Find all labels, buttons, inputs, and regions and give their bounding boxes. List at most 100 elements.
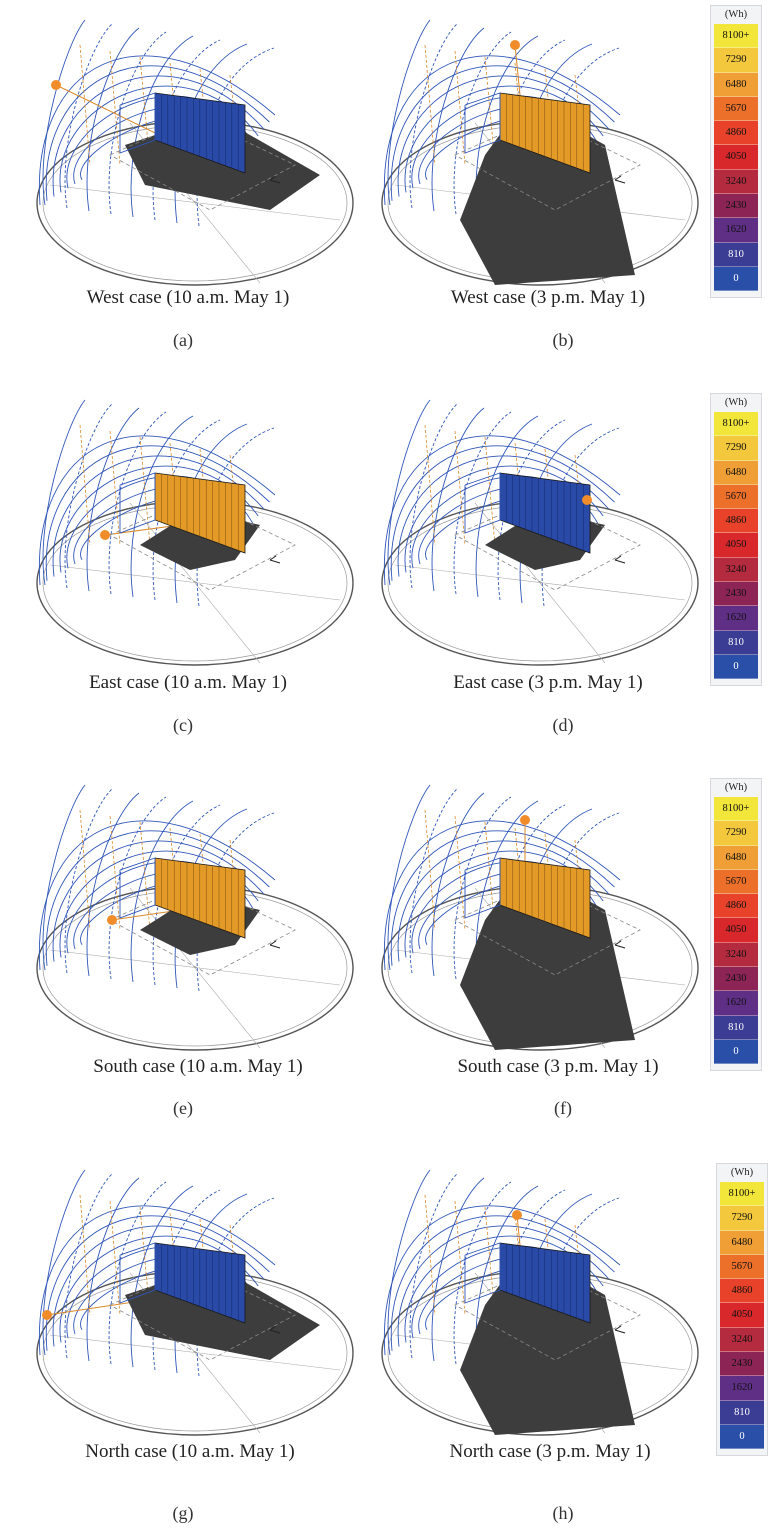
legend-step: 6480 <box>714 72 758 97</box>
sun-icon <box>520 815 530 825</box>
ray-line <box>484 436 496 546</box>
hour-line <box>453 796 512 980</box>
sunpath-diagram <box>36 19 354 286</box>
caption-d: East case (3 p.m. May 1) <box>453 672 643 693</box>
ray-line <box>79 424 91 546</box>
building-outline <box>119 92 156 154</box>
sun-ray-main <box>111 909 181 921</box>
sublabel-b: (b) <box>552 330 574 350</box>
sun-path-arc <box>52 840 265 962</box>
hour-line <box>86 792 140 977</box>
building-outline <box>464 1242 501 1304</box>
legend-step: 3240 <box>714 169 758 195</box>
ground-grid <box>454 116 641 211</box>
sunpath-panel-f <box>365 770 705 1060</box>
caption-b: West case (3 p.m. May 1) <box>450 287 646 308</box>
legend-step: 810 <box>714 1015 758 1040</box>
sublabel-h: (h) <box>552 1503 574 1523</box>
sunpath-panel-h <box>365 1155 705 1445</box>
ray-line <box>454 50 466 166</box>
pv-cells <box>506 858 584 936</box>
hour-line <box>108 796 167 980</box>
ray-line <box>109 50 121 166</box>
sunpath-panel-d <box>365 385 705 675</box>
caption-a: West case (10 a.m. May 1) <box>86 287 290 308</box>
ground-grid <box>109 496 296 591</box>
hour-line <box>108 31 167 215</box>
legend-step: 3240 <box>714 942 758 968</box>
ray-line <box>424 809 436 931</box>
ground-grid <box>109 1266 296 1361</box>
sunpath-diagram <box>381 19 699 286</box>
legend-step: 4050 <box>720 1303 764 1328</box>
sublabel-f: (f) <box>554 1098 572 1118</box>
legend-step: 2430 <box>714 967 758 992</box>
legend-step: 0 <box>714 1039 758 1065</box>
hour-line <box>453 1181 512 1365</box>
legend-step: 4050 <box>714 918 758 943</box>
pv-cells <box>161 1243 239 1321</box>
sun-path-arc <box>390 830 615 966</box>
legend-unit: (Wh) <box>724 782 748 793</box>
sun-ray-main <box>104 524 181 536</box>
legend-step: 4860 <box>714 894 758 919</box>
sublabel-d: (d) <box>552 715 574 735</box>
sun-path-arc <box>38 435 276 586</box>
sunpath-panel-e <box>20 770 360 1060</box>
energy-legend-1: (Wh) 8100+ 7290 6480 5670 4860 4050 3240 2430 162… <box>710 5 762 299</box>
building-outline <box>464 857 501 919</box>
sun-path-arc <box>38 820 276 971</box>
axis-line <box>129 502 261 664</box>
legend-step: 4050 <box>714 533 758 558</box>
legend-step: 5670 <box>720 1254 764 1280</box>
building-outline <box>464 472 501 534</box>
legend-step: 0 <box>714 654 758 680</box>
sunpath-diagram <box>36 399 354 666</box>
building-outline <box>464 92 501 154</box>
legend-step: 3240 <box>720 1327 764 1353</box>
pv-cells <box>506 1243 584 1321</box>
hour-line <box>86 27 140 212</box>
legend-step: 1620 <box>714 218 758 243</box>
legend-step: 4860 <box>714 121 758 146</box>
hour-line <box>196 812 275 992</box>
hour-line <box>387 399 431 586</box>
legend-step: 3240 <box>714 557 758 583</box>
legend-step: 8100+ <box>714 797 758 822</box>
legend-step: 810 <box>714 630 758 655</box>
sun-path-arc <box>38 1205 276 1356</box>
north-arrow-icon <box>269 175 281 184</box>
sun-path-arc <box>397 75 610 197</box>
sunpath-panel-g <box>20 1155 360 1445</box>
hour-line <box>541 47 620 227</box>
hour-line <box>409 788 458 974</box>
legend-step: 6480 <box>714 845 758 870</box>
hour-line <box>42 19 86 206</box>
legend-step: 7290 <box>720 1206 764 1231</box>
sun-icon <box>512 1210 522 1220</box>
ray-line <box>109 815 121 931</box>
sun-path-arc <box>383 820 621 971</box>
sunpath-panel-c <box>20 385 360 675</box>
legend-step: 4050 <box>714 145 758 170</box>
hour-line <box>64 1173 113 1359</box>
sun-path-arc <box>390 1215 615 1351</box>
building-outline <box>119 857 156 919</box>
hour-line <box>453 31 512 215</box>
sublabel-g: (g) <box>172 1503 194 1523</box>
sunpath-diagram <box>36 784 354 1051</box>
legend-step: 2430 <box>720 1352 764 1377</box>
sun-path-arc <box>397 840 610 962</box>
axis-line <box>49 1334 341 1371</box>
sun-path-arc <box>383 55 621 206</box>
legend-step: 7290 <box>714 48 758 73</box>
axis-line <box>474 502 606 664</box>
sun-path-arc <box>383 435 621 586</box>
sun-path-arc <box>52 75 265 197</box>
caption-c: East case (10 a.m. May 1) <box>89 672 287 693</box>
legend-step: 0 <box>720 1424 764 1450</box>
ray-line <box>424 1194 436 1316</box>
north-arrow-icon <box>614 555 626 564</box>
legend-step: 7290 <box>714 436 758 461</box>
hour-line <box>42 1169 86 1356</box>
